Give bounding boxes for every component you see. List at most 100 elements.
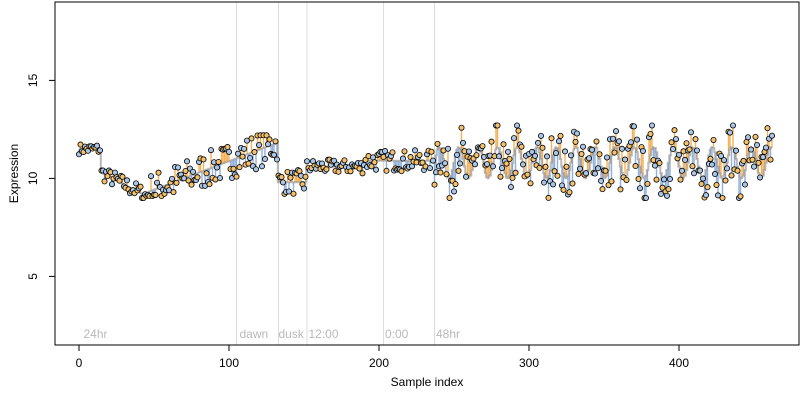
data-point-346	[595, 165, 602, 172]
data-point-256	[459, 139, 466, 146]
data-point-291	[512, 169, 519, 176]
data-point-173	[335, 168, 342, 175]
data-point-335	[578, 151, 585, 158]
data-point-62	[168, 175, 175, 182]
data-point-136	[279, 179, 286, 186]
data-point-295	[518, 143, 525, 150]
data-point-22	[109, 181, 116, 188]
data-point-325	[563, 163, 570, 170]
data-point-409	[689, 163, 696, 170]
data-point-381	[647, 130, 654, 137]
data-point-227	[416, 151, 423, 158]
data-point-204	[381, 148, 388, 155]
data-point-453	[755, 159, 762, 166]
data-point-66	[174, 164, 181, 171]
y-axis: 5 10 15	[26, 73, 56, 280]
data-point-177	[341, 157, 348, 164]
data-point-422	[709, 161, 716, 168]
data-point-75	[188, 181, 195, 188]
data-point-251	[452, 181, 459, 188]
data-point-345	[593, 138, 600, 145]
data-point-404	[682, 156, 689, 163]
data-point-247	[446, 194, 453, 201]
data-point-308	[538, 132, 545, 139]
fit-line	[79, 142, 773, 197]
data-point-236	[429, 157, 436, 164]
data-point-441	[737, 193, 744, 200]
data-point-372	[634, 136, 641, 143]
data-point-258	[462, 173, 469, 180]
data-point-209	[389, 149, 396, 156]
data-point-132	[273, 156, 280, 163]
data-point-449	[749, 156, 756, 163]
data-point-269	[479, 143, 486, 150]
data-point-92	[213, 164, 220, 171]
data-point-301	[527, 180, 534, 187]
data-point-390	[661, 176, 668, 183]
data-point-79	[194, 174, 201, 181]
data-point-336	[580, 143, 587, 150]
data-point-412	[694, 147, 701, 154]
data-point-356	[610, 135, 617, 142]
data-point-264	[471, 161, 478, 168]
data-point-461	[767, 156, 774, 163]
annotation-0: 24hr	[84, 327, 108, 341]
annotation-4: 0:00	[385, 327, 409, 341]
data-point-124	[261, 156, 268, 163]
data-point-304	[532, 152, 539, 159]
data-point-117	[251, 149, 258, 156]
data-point-187	[356, 165, 363, 172]
data-point-309	[539, 144, 546, 151]
data-point-454	[757, 174, 764, 181]
data-point-411	[692, 136, 699, 143]
data-point-287	[506, 155, 513, 162]
data-point-250	[450, 188, 457, 195]
x-tick-label-1: 100	[219, 356, 239, 370]
data-point-462	[769, 132, 776, 139]
data-point-388	[658, 190, 665, 197]
data-point-282	[498, 165, 505, 172]
data-point-12	[94, 142, 101, 149]
data-point-118	[252, 166, 259, 173]
data-point-448	[748, 146, 755, 153]
data-point-315	[548, 135, 555, 142]
data-point-348	[598, 177, 605, 184]
data-point-205	[383, 167, 390, 174]
annotation-3: 12:00	[309, 327, 339, 341]
data-point-299	[524, 171, 531, 178]
data-point-19	[104, 173, 111, 180]
data-point-285	[503, 160, 510, 167]
x-axis: 0 100 200 300 400	[76, 344, 689, 370]
data-point-439	[734, 167, 741, 174]
data-point-131	[272, 138, 279, 145]
data-point-245	[443, 171, 450, 178]
data-point-329	[569, 180, 576, 187]
data-point-279	[494, 122, 501, 129]
data-point-265	[473, 152, 480, 159]
data-point-252	[453, 151, 460, 158]
data-point-292	[514, 122, 521, 129]
data-point-319	[554, 172, 561, 179]
data-point-239	[434, 140, 441, 147]
annotation-2: dusk	[279, 327, 305, 341]
data-point-63	[170, 189, 177, 196]
data-point-361	[617, 186, 624, 193]
data-point-355	[608, 178, 615, 185]
data-point-360	[616, 138, 623, 145]
data-point-288	[507, 184, 514, 191]
data-point-342	[589, 146, 596, 153]
data-point-113	[245, 160, 252, 167]
data-point-365	[623, 176, 630, 183]
x-tick-label-4: 400	[669, 356, 689, 370]
data-point-450	[751, 163, 758, 170]
data-point-29	[119, 173, 126, 180]
x-tick-label-3: 300	[519, 356, 539, 370]
data-point-72	[183, 158, 190, 165]
data-point-53	[155, 169, 162, 176]
data-point-376	[640, 147, 647, 154]
data-point-135	[278, 174, 285, 181]
data-point-76	[189, 168, 196, 175]
data-point-410	[691, 170, 698, 177]
data-point-456	[760, 154, 767, 161]
